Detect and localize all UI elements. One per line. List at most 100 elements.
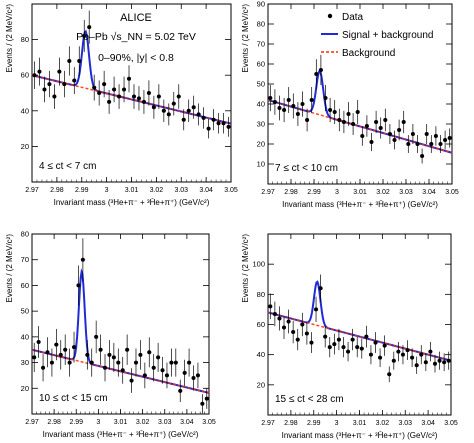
data-point <box>54 342 59 347</box>
data-point <box>125 347 130 352</box>
experiment-label: ALICE <box>120 12 152 24</box>
data-point <box>127 76 132 81</box>
plot-frame <box>267 233 452 416</box>
x-tick-label: 3.05 <box>445 189 459 196</box>
y-axis-label: Events / (2 MeV/c²) <box>5 234 14 303</box>
legend-fit-label: Signal + background <box>342 30 433 41</box>
data-point <box>446 358 451 363</box>
x-tick-label: 2.99 <box>307 189 321 196</box>
data-point <box>97 91 102 95</box>
x-tick-label: 3.03 <box>399 189 413 196</box>
data-point <box>116 360 121 365</box>
fit-curve <box>31 268 210 394</box>
data-point <box>378 126 383 130</box>
data-point <box>406 142 411 146</box>
y-tick-label: 70 <box>21 255 29 264</box>
data-point <box>131 94 136 99</box>
data-point <box>36 340 41 344</box>
data-point <box>369 140 374 144</box>
background-curve <box>267 311 452 362</box>
legend-background-label: Background <box>342 48 395 59</box>
data-point <box>300 102 305 106</box>
x-tick-label: 3.04 <box>199 187 213 194</box>
fit-curve <box>31 29 232 125</box>
panel-label: 15 ≤ ct < 28 cm <box>275 394 344 405</box>
data-point <box>45 350 50 355</box>
data-point <box>80 257 85 262</box>
panel-label: 10 ≤ ct < 15 cm <box>39 393 108 404</box>
data-point <box>32 73 37 78</box>
chart-panel-1: 2.97 2.98 2.99 3 3.01 3.02 3.03 3.04 3.05 20 40 60 8… <box>5 3 238 207</box>
data-point <box>328 108 333 112</box>
y-tick-label: 90 <box>257 0 265 9</box>
data-point <box>332 342 337 347</box>
x-tick-label: 2.99 <box>75 187 89 194</box>
data-point <box>401 120 406 124</box>
x-tick-label: 3.05 <box>444 420 458 427</box>
data-point <box>156 355 161 360</box>
data-point <box>277 316 282 321</box>
y-tick-label: 70 <box>257 40 265 49</box>
x-tick-label: 3.02 <box>136 419 150 426</box>
data-point <box>291 330 296 335</box>
x-axis-label: Invariant mass (³He+π⁻ + ³H̄e+π⁺) (GeV/c… <box>282 431 438 440</box>
data-point <box>400 352 405 357</box>
data-point <box>397 128 402 132</box>
data-point <box>341 345 346 350</box>
data-point <box>171 101 176 106</box>
data-point <box>295 337 300 342</box>
x-tick-label: 2.97 <box>261 420 275 427</box>
data-point <box>359 346 364 351</box>
data-point <box>447 136 452 140</box>
data-point <box>286 319 291 324</box>
y-tick-label: 30 <box>257 120 265 129</box>
data-point <box>187 360 192 365</box>
data-point <box>432 361 437 366</box>
y-axis-label: Events / (2 MeV/c²) <box>241 4 250 73</box>
data-point <box>368 352 373 357</box>
x-tick-label: 2.98 <box>50 187 64 194</box>
data-point <box>67 58 72 63</box>
data-point <box>63 347 68 352</box>
data-point <box>87 25 92 30</box>
data-point <box>77 58 82 63</box>
data-point <box>410 355 415 360</box>
x-tick-label: 2.97 <box>25 419 39 426</box>
data-point <box>122 87 127 92</box>
data-point <box>410 132 415 136</box>
y-tick-label: 40 <box>21 106 29 115</box>
x-tick-label: 3.03 <box>158 419 172 426</box>
data-point <box>295 112 300 116</box>
data-point <box>364 124 369 128</box>
data-point <box>204 396 209 401</box>
selection-label: 0–90%, |y| < 0.8 <box>98 52 174 64</box>
data-point <box>164 373 169 378</box>
data-point <box>201 115 206 120</box>
data-point <box>360 134 365 138</box>
y-tick-label: 50 <box>21 307 29 316</box>
data-point <box>76 283 81 288</box>
data-point <box>49 360 54 365</box>
data-point <box>387 372 392 377</box>
data-point <box>200 401 205 406</box>
data-point <box>176 94 181 99</box>
x-tick-label: 2.97 <box>261 189 275 196</box>
data-point <box>57 69 62 74</box>
data-point <box>226 124 231 129</box>
background-curve <box>31 348 210 394</box>
y-tick-label: 20 <box>21 384 29 393</box>
data-point <box>346 349 351 354</box>
chart-panel-2: 2.97 2.98 2.99 3 3.01 3.02 3.03 3.04 3.05 10 20 30 4… <box>241 0 459 209</box>
y-tick-label: 60 <box>257 60 265 69</box>
x-tick-label: 2.97 <box>25 187 39 194</box>
y-axis-label: Events / (2 MeV/c²) <box>241 234 250 303</box>
fit-curve <box>267 280 452 362</box>
data-point <box>160 368 165 373</box>
data-point <box>272 100 277 104</box>
data-point <box>277 106 282 110</box>
x-axis-label: Invariant mass (³He+π⁻ + ³H̄e+π⁺) (GeV/c… <box>282 200 438 209</box>
data-point <box>111 355 116 360</box>
y-tick-label: 80 <box>257 20 265 29</box>
data-point <box>309 98 314 102</box>
data-point <box>414 363 419 368</box>
